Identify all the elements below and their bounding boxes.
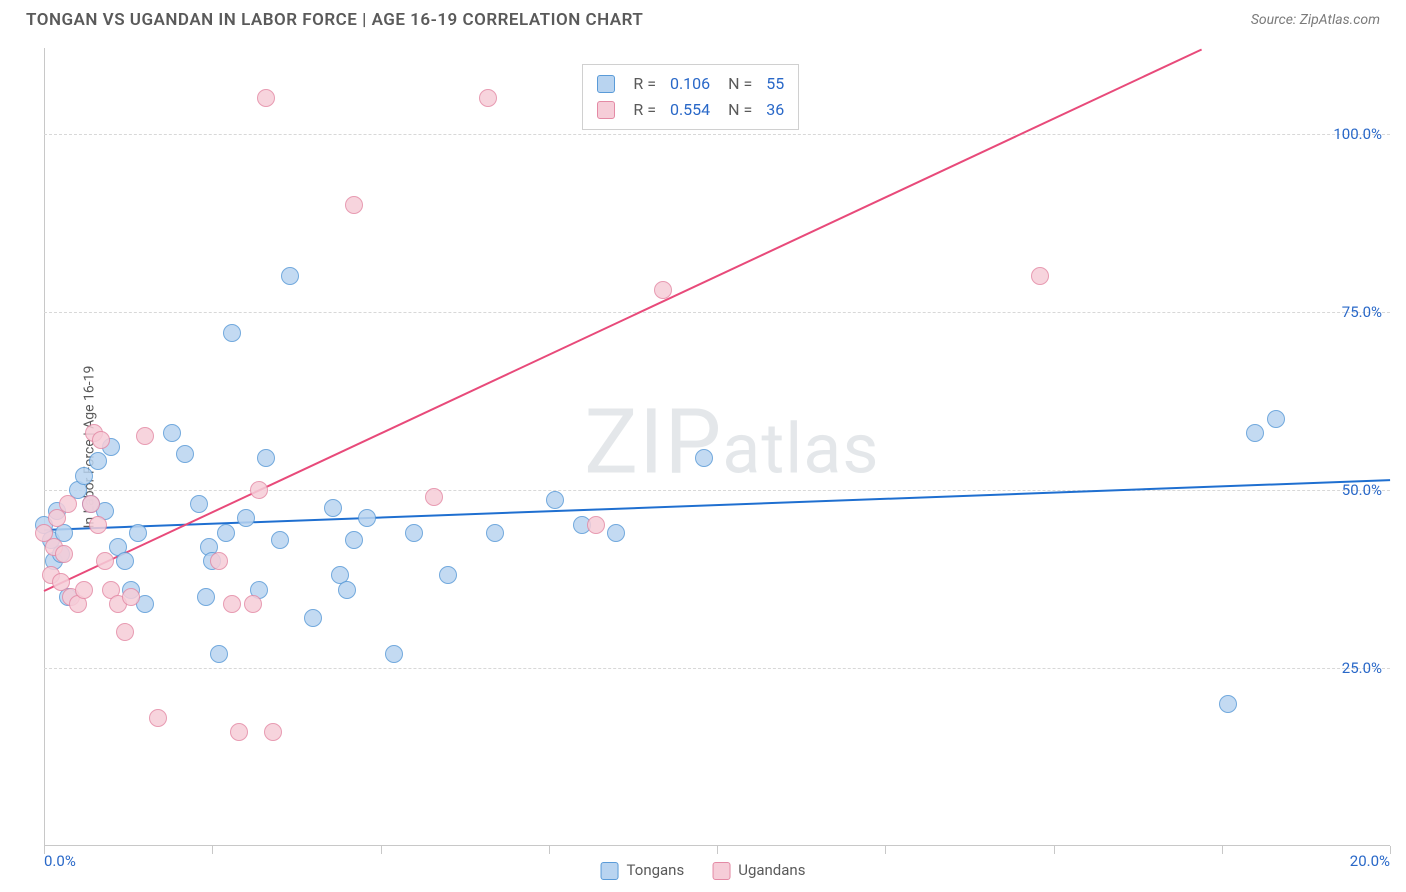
data-point xyxy=(271,531,289,549)
data-point xyxy=(197,588,215,606)
data-point xyxy=(439,566,457,584)
stats-row: R = 0.554 N = 36 xyxy=(597,97,784,123)
data-point xyxy=(116,623,134,641)
stats-r-value: 0.554 xyxy=(670,97,710,123)
stats-n-value: 55 xyxy=(766,71,784,97)
data-point xyxy=(92,431,110,449)
data-point xyxy=(210,552,228,570)
watermark: ZIPatlas xyxy=(584,389,879,494)
data-point xyxy=(217,524,235,542)
legend-label: Tongans xyxy=(627,861,685,879)
data-point xyxy=(75,467,93,485)
data-point xyxy=(55,545,73,563)
data-point xyxy=(223,324,241,342)
data-point xyxy=(59,495,77,513)
stats-r-value: 0.106 xyxy=(670,71,710,97)
chart-title: TONGAN VS UGANDAN IN LABOR FORCE | AGE 1… xyxy=(26,10,643,30)
grid-line xyxy=(44,490,1390,491)
data-point xyxy=(230,723,248,741)
x-max-label: 20.0% xyxy=(1350,852,1390,870)
data-point xyxy=(264,723,282,741)
data-point xyxy=(237,509,255,527)
data-point xyxy=(695,449,713,467)
data-point xyxy=(244,595,262,613)
stats-r-label: R = xyxy=(633,71,660,97)
data-point xyxy=(358,509,376,527)
data-point xyxy=(1267,410,1285,428)
chart-source: Source: ZipAtlas.com xyxy=(1251,12,1380,28)
data-point xyxy=(96,552,114,570)
data-point xyxy=(89,452,107,470)
data-point xyxy=(116,552,134,570)
y-tick-label: 75.0% xyxy=(1342,303,1382,321)
grid-line xyxy=(44,134,1390,135)
data-point xyxy=(136,427,154,445)
data-point xyxy=(190,495,208,513)
data-point xyxy=(479,89,497,107)
legend-swatch xyxy=(597,101,615,119)
data-point xyxy=(385,645,403,663)
data-point xyxy=(425,488,443,506)
stats-box: R = 0.106 N = 55R = 0.554 N = 36 xyxy=(582,64,799,130)
data-point xyxy=(257,89,275,107)
data-point xyxy=(546,491,564,509)
data-point xyxy=(210,645,228,663)
y-axis-line xyxy=(44,48,45,846)
data-point xyxy=(75,581,93,599)
data-point xyxy=(281,267,299,285)
data-point xyxy=(163,424,181,442)
data-point xyxy=(405,524,423,542)
stats-n-label: N = xyxy=(720,71,756,97)
stats-n-value: 36 xyxy=(766,97,784,123)
chart-header: TONGAN VS UGANDAN IN LABOR FORCE | AGE 1… xyxy=(0,0,1406,38)
stats-r-label: R = xyxy=(633,97,660,123)
legend-bottom: Tongans Ugandans xyxy=(601,861,806,880)
y-tick-label: 25.0% xyxy=(1342,659,1382,677)
legend-item: Ugandans xyxy=(712,861,805,880)
data-point xyxy=(149,709,167,727)
grid-line xyxy=(44,312,1390,313)
data-point xyxy=(89,516,107,534)
data-point xyxy=(122,588,140,606)
data-point xyxy=(1246,424,1264,442)
legend-swatch xyxy=(601,862,619,880)
data-point xyxy=(338,581,356,599)
data-point xyxy=(324,499,342,517)
y-tick-label: 50.0% xyxy=(1342,481,1382,499)
stats-n-label: N = xyxy=(720,97,756,123)
grid-line xyxy=(44,668,1390,669)
data-point xyxy=(345,196,363,214)
x-tick xyxy=(1390,846,1391,854)
data-point xyxy=(607,524,625,542)
x-min-label: 0.0% xyxy=(44,852,76,870)
legend-item: Tongans xyxy=(601,861,685,880)
data-point xyxy=(345,531,363,549)
plot-region: ZIPatlas 25.0% 50.0% 75.0% 100.0% R = 0.106 … xyxy=(44,48,1390,846)
data-point xyxy=(1031,267,1049,285)
legend-label: Ugandans xyxy=(738,861,805,879)
data-point xyxy=(1219,695,1237,713)
data-point xyxy=(223,595,241,613)
data-point xyxy=(257,449,275,467)
data-point xyxy=(82,495,100,513)
stats-row: R = 0.106 N = 55 xyxy=(597,71,784,97)
data-point xyxy=(486,524,504,542)
data-point xyxy=(176,445,194,463)
data-point xyxy=(250,481,268,499)
data-point xyxy=(304,609,322,627)
data-point xyxy=(587,516,605,534)
chart-area: In Labor Force | Age 16-19 ZIPatlas 25.0… xyxy=(44,48,1390,846)
data-point xyxy=(129,524,147,542)
legend-swatch xyxy=(712,862,730,880)
y-tick-label: 100.0% xyxy=(1333,125,1382,143)
legend-swatch xyxy=(597,75,615,93)
data-point xyxy=(654,281,672,299)
